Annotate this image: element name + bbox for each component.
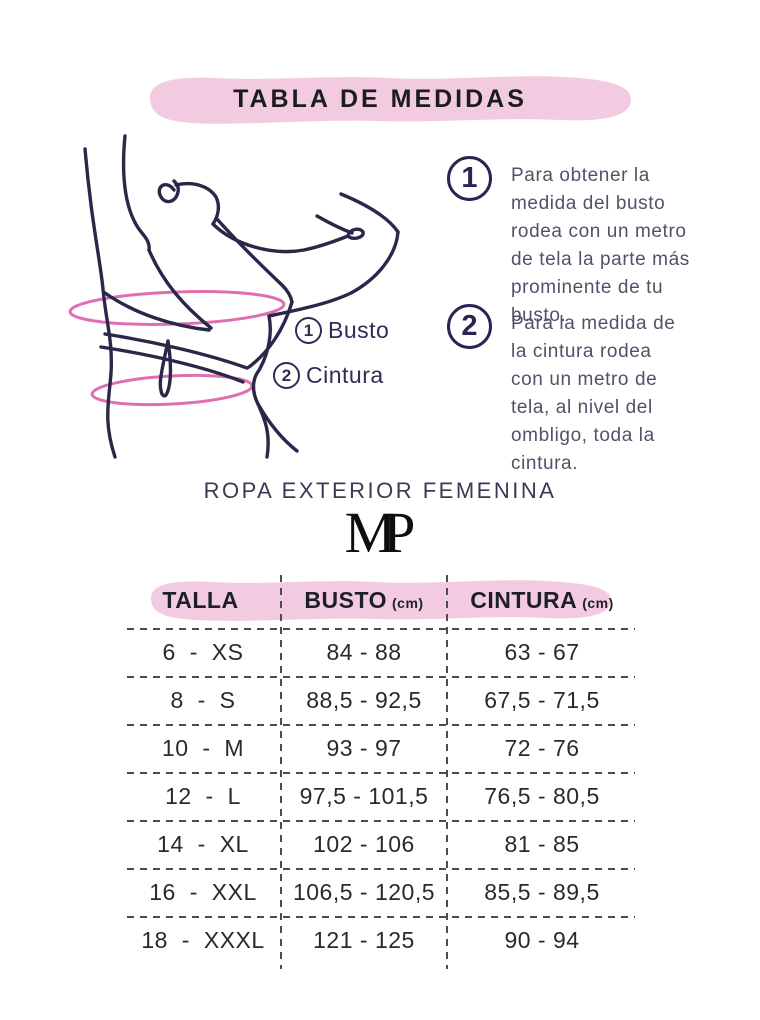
title-blob-path xyxy=(149,76,632,124)
row-divider xyxy=(127,772,635,774)
cell-talla: 18 - XXXL xyxy=(141,926,265,953)
table-header-row: TALLA BUSTO (cm) CINTURA (cm) xyxy=(125,575,637,625)
table-row: 18 - XXXL 121 - 125 90 - 94 xyxy=(125,916,637,964)
table-body: 6 - XS 84 - 88 63 - 67 8 - S 88,5 - 92,5… xyxy=(125,628,637,964)
waist-label: 2 Cintura xyxy=(273,362,384,389)
cell-busto: 106,5 - 120,5 xyxy=(292,878,436,905)
section-heading: ROPA EXTERIOR FEMENINA xyxy=(203,478,557,503)
size-table: TALLA BUSTO (cm) CINTURA (cm) 6 - XS 84 - … xyxy=(125,575,637,975)
brand-logo-p: P xyxy=(383,500,416,565)
table-row: 10 - M 93 - 97 72 - 76 xyxy=(125,724,637,772)
instruction-1-number: 1 xyxy=(447,156,492,201)
cell-talla: 10 - M xyxy=(161,734,245,761)
column-header-cintura: CINTURA (cm) xyxy=(447,587,637,614)
cell-cintura: 67,5 - 71,5 xyxy=(484,686,600,713)
table-row: 8 - S 88,5 - 92,5 67,5 - 71,5 xyxy=(125,676,637,724)
row-divider xyxy=(127,868,635,870)
column-header-busto-unit: (cm) xyxy=(392,594,424,611)
cell-busto: 88,5 - 92,5 xyxy=(306,686,422,713)
cell-talla: 16 - XXL xyxy=(149,878,257,905)
instruction-2-text: Para la medida de la cintura rodea con u… xyxy=(511,313,676,474)
cell-cintura: 81 - 85 xyxy=(504,830,580,857)
cell-busto: 102 - 106 xyxy=(313,830,415,857)
instruction-2-number: 2 xyxy=(447,304,492,349)
column-header-cintura-label: CINTURA xyxy=(470,586,578,613)
table-row: 14 - XL 102 - 106 81 - 85 xyxy=(125,820,637,868)
title-banner: TABLA DE MEDIDAS xyxy=(120,70,640,128)
cell-talla: 12 - L xyxy=(165,782,241,809)
table-header-blob xyxy=(150,580,612,621)
cell-cintura: 63 - 67 xyxy=(504,638,580,665)
column-header-talla-label: TALLA xyxy=(162,586,239,613)
instruction-1-text: Para obtener la medida del busto rodea c… xyxy=(511,165,690,326)
row-divider xyxy=(127,676,635,678)
page-title: TABLA DE MEDIDAS xyxy=(233,84,527,113)
column-header-busto: BUSTO (cm) xyxy=(281,587,447,614)
cell-cintura: 76,5 - 80,5 xyxy=(484,782,600,809)
cell-talla: 6 - XS xyxy=(162,638,244,665)
table-row: 6 - XS 84 - 88 63 - 67 xyxy=(125,628,637,676)
body-measurement-illustration xyxy=(68,134,400,459)
bust-label: 1 Busto xyxy=(295,317,389,344)
table-row: 16 - XXL 106,5 - 120,5 85,5 - 89,5 xyxy=(125,868,637,916)
cell-cintura: 90 - 94 xyxy=(504,926,580,953)
row-divider xyxy=(127,724,635,726)
row-divider xyxy=(127,916,635,918)
waist-label-number: 2 xyxy=(273,362,300,389)
cell-talla: 14 - XL xyxy=(157,830,249,857)
title-blob-shape xyxy=(149,76,632,124)
torso-line-art xyxy=(83,134,400,459)
column-header-cintura-unit: (cm) xyxy=(582,594,614,611)
cell-busto: 93 - 97 xyxy=(326,734,402,761)
waist-label-text: Cintura xyxy=(306,362,384,388)
column-header-busto-label: BUSTO xyxy=(304,586,388,613)
table-header-blob-path xyxy=(150,580,612,621)
cell-busto: 97,5 - 101,5 xyxy=(299,782,429,809)
cell-talla: 8 - S xyxy=(170,686,236,713)
brand-logo-m: M xyxy=(344,500,397,565)
table-row: 12 - L 97,5 - 101,5 76,5 - 80,5 xyxy=(125,772,637,820)
bust-label-number: 1 xyxy=(295,317,322,344)
cell-busto: 84 - 88 xyxy=(326,638,402,665)
bust-label-text: Busto xyxy=(328,317,390,343)
cell-cintura: 72 - 76 xyxy=(504,734,580,761)
row-divider xyxy=(127,820,635,822)
brand-logo: MP xyxy=(0,501,760,565)
row-divider xyxy=(127,628,635,630)
cell-cintura: 85,5 - 89,5 xyxy=(484,878,600,905)
column-header-talla: TALLA xyxy=(125,587,281,614)
cell-busto: 121 - 125 xyxy=(313,926,415,953)
